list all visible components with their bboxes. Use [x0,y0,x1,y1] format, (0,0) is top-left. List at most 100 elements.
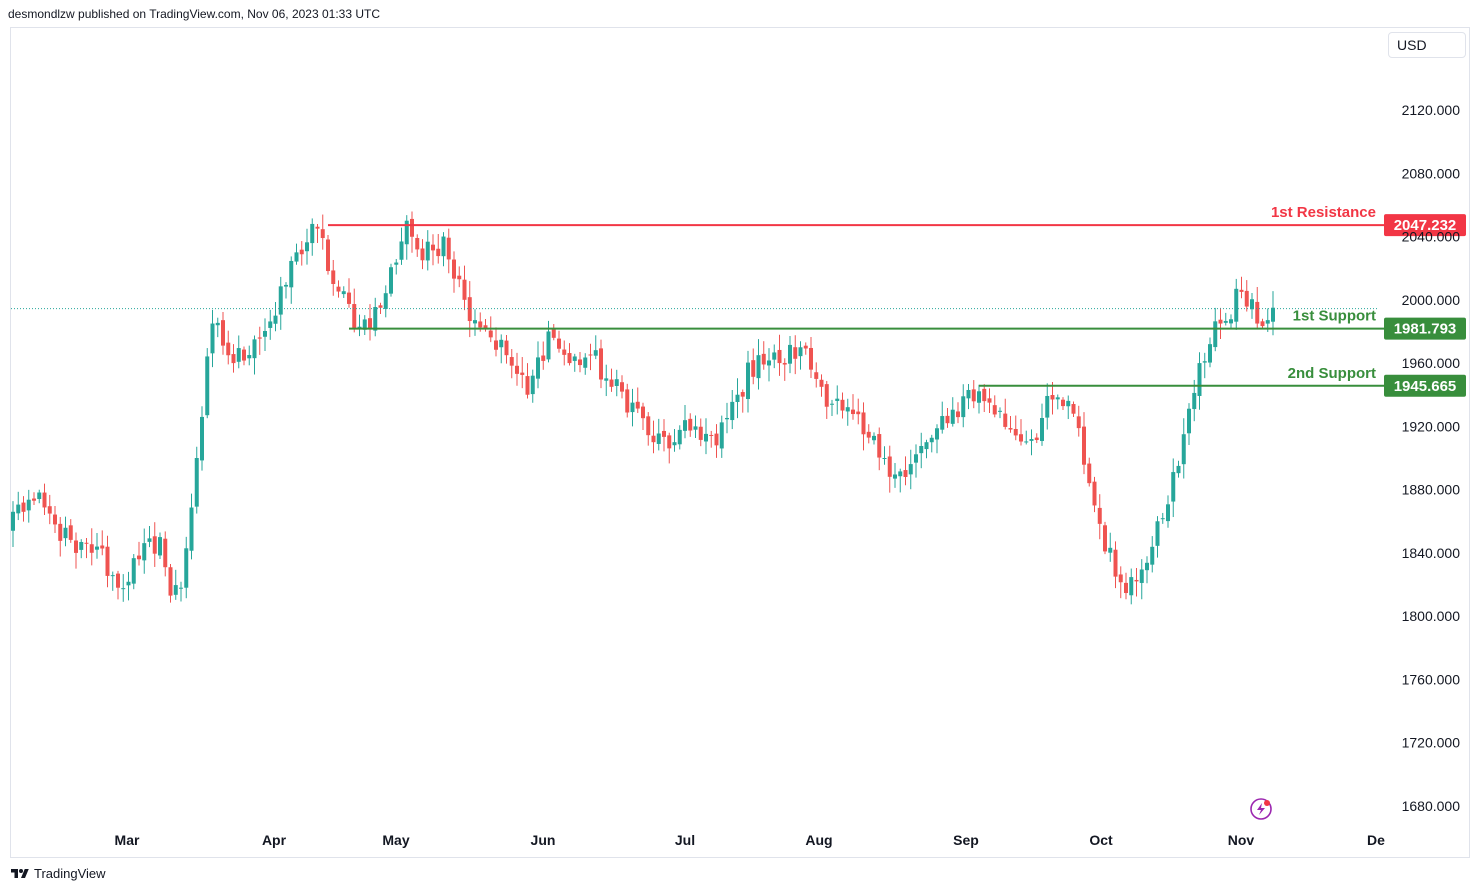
candle-up[interactable] [882,446,887,465]
candle-down[interactable] [137,541,141,566]
candle-up[interactable] [614,369,619,397]
candle-down[interactable] [436,233,441,264]
candle-up[interactable] [1150,536,1155,573]
candle-down[interactable] [740,389,745,413]
currency-selector[interactable]: USD [1388,32,1466,58]
candle-down[interactable] [168,563,173,603]
candle-down[interactable] [1082,412,1086,475]
candle-up[interactable] [110,571,115,591]
candle-up[interactable] [536,341,540,389]
candle-down[interactable] [431,234,435,266]
candle-down[interactable] [525,363,530,399]
candle-up[interactable] [252,335,257,375]
candle-up[interactable] [1202,352,1207,379]
candle-up[interactable] [268,309,273,340]
candle-up[interactable] [872,432,876,445]
candle-up[interactable] [362,315,367,335]
candle-down[interactable] [84,537,89,559]
candle-down[interactable] [74,532,78,569]
candle-down[interactable] [494,327,498,357]
candle-up[interactable] [1108,532,1113,562]
candle-down[interactable] [819,374,824,397]
candle-up[interactable] [530,369,535,403]
candle-down[interactable] [641,402,645,431]
candle-up[interactable] [756,339,761,390]
candle-down[interactable] [992,395,997,418]
candle-down[interactable] [221,312,225,355]
candle-down[interactable] [551,324,556,341]
candle-up[interactable] [1229,314,1233,329]
candle-down[interactable] [452,251,456,293]
candle-up[interactable] [1171,458,1176,518]
candle-up[interactable] [593,335,598,360]
candle-up[interactable] [1160,512,1165,524]
candle-down[interactable] [824,380,829,419]
candle-down[interactable] [782,358,787,381]
candle-up[interactable] [263,318,267,351]
candle-down[interactable] [1218,307,1223,340]
candle-up[interactable] [158,532,162,560]
candle-down[interactable] [347,278,351,308]
candle-down[interactable] [1013,415,1018,441]
candle-down[interactable] [625,383,630,418]
candle-down[interactable] [840,392,845,419]
candle-up[interactable] [247,345,252,366]
candle-down[interactable] [1092,476,1097,513]
candle-down[interactable] [1034,433,1039,444]
candle-up[interactable] [1055,394,1060,410]
candle-down[interactable] [662,419,666,452]
candle-up[interactable] [1234,278,1239,330]
candle-up[interactable] [572,353,577,372]
candle-down[interactable] [588,343,593,371]
candle-up[interactable] [1223,312,1228,326]
candle-down[interactable] [956,402,960,424]
candle-up[interactable] [16,491,21,521]
candle-down[interactable] [877,427,882,471]
candle-up[interactable] [425,230,430,271]
candle-up[interactable] [735,378,740,419]
candle-down[interactable] [410,211,414,253]
candle-up[interactable] [26,489,31,523]
candle-up[interactable] [929,434,934,453]
candle-down[interactable] [336,280,341,298]
candle-down[interactable] [557,330,561,353]
candle-up[interactable] [908,449,913,490]
candle-down[interactable] [509,349,514,379]
candle-down[interactable] [714,424,719,458]
candle-up[interactable] [1139,559,1144,600]
candle-up[interactable] [1045,383,1050,430]
candle-up[interactable] [1166,495,1170,528]
candle-down[interactable] [887,445,892,493]
candle-up[interactable] [788,335,792,374]
candle-up[interactable] [677,425,682,450]
candle-down[interactable] [504,335,509,364]
candle-up[interactable] [767,348,771,382]
candle-up[interactable] [1129,568,1134,605]
candle-up[interactable] [278,276,283,330]
candle-down[interactable] [866,424,871,444]
candle-down[interactable] [1118,566,1123,599]
candle-up[interactable] [95,533,99,559]
candle-down[interactable] [541,341,546,370]
candle-down[interactable] [809,337,813,379]
candle-up[interactable] [924,439,929,459]
candle-up[interactable] [966,383,971,410]
candle-up[interactable] [37,489,42,504]
1st-support-level[interactable]: 1st Support 1981.793 [349,308,1466,340]
candle-up[interactable] [1024,430,1029,445]
candle-down[interactable] [1260,318,1265,330]
candle-up[interactable] [179,581,183,602]
candle-up[interactable] [236,335,241,369]
candle-down[interactable] [331,259,336,296]
candle-down[interactable] [1008,416,1013,433]
candle-down[interactable] [856,398,861,425]
candle-up[interactable] [630,388,635,427]
candle-down[interactable] [515,352,519,386]
candle-down[interactable] [903,456,908,486]
candle-down[interactable] [761,341,766,370]
candle-down[interactable] [1255,287,1260,330]
candle-up[interactable] [142,528,147,574]
candle-down[interactable] [698,418,703,447]
candle-up[interactable] [289,256,294,304]
